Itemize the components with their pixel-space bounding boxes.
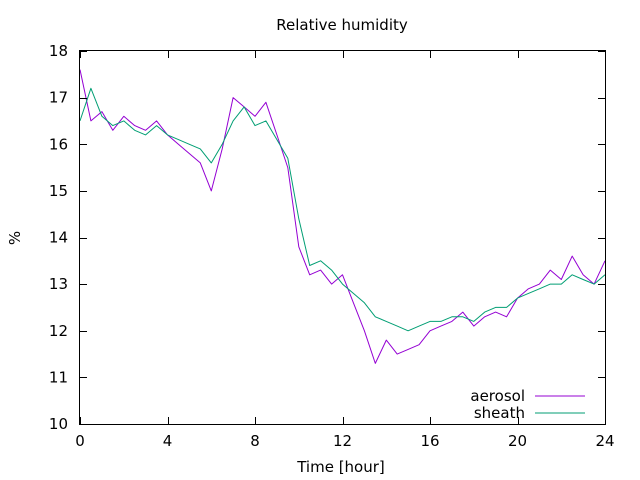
x-tick-label: 20 (508, 432, 527, 450)
y-tick-label: 14 (49, 229, 68, 247)
axis-ticks: 0 4 8 12 16 20 24 10 11 12 13 14 15 16 17 18 (49, 42, 615, 450)
y-tick-label: 18 (49, 42, 68, 60)
y-tick-label: 15 (49, 182, 68, 200)
series-line-sheath (79, 87, 606, 332)
legend-label-sheath: sheath (474, 404, 525, 422)
plot-frame (79, 50, 606, 425)
series-layer (79, 69, 606, 364)
y-axis-label: % (6, 231, 24, 245)
legend-label-aerosol: aerosol (470, 387, 525, 405)
x-axis-label: Time [hour] (296, 458, 385, 476)
y-tick-label: 12 (49, 322, 68, 340)
y-tick-label: 11 (49, 368, 68, 386)
y-tick-label: 13 (49, 275, 68, 293)
x-tick-label: 16 (420, 432, 439, 450)
y-tick-label: 17 (49, 89, 68, 107)
series-line-aerosol (79, 69, 606, 364)
chart-title: Relative humidity (276, 16, 408, 34)
y-tick-label: 10 (49, 415, 68, 433)
x-tick-label: 8 (250, 432, 260, 450)
x-tick-label: 4 (163, 432, 173, 450)
x-tick-label: 24 (595, 432, 614, 450)
y-tick-label: 16 (49, 135, 68, 153)
x-tick-label: 12 (333, 432, 352, 450)
x-tick-label: 0 (75, 432, 85, 450)
